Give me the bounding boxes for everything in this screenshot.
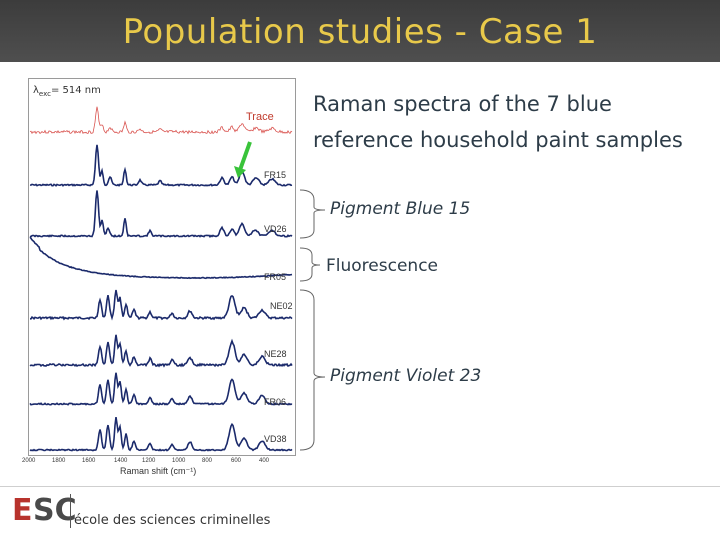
x-tick: 1600 [82,458,96,464]
spectrum-label-vd26: VD26 [264,224,287,234]
spectrum-trace [29,144,293,187]
spectrum-trace [29,372,293,406]
trace-label: Trace [246,111,274,123]
description: Raman spectra of the 7 blue reference ho… [313,86,713,158]
title-bar: Population studies - Case 1 [0,0,720,62]
group-label-fluorescence: Fluorescence [326,256,438,276]
spectrum-trace [29,106,293,135]
group-label-pigment-violet-23: Pigment Violet 23 [330,366,482,386]
logo-separator [70,494,71,528]
x-tick: 1200 [142,458,156,464]
school-name: école des sciences criminelles [74,513,271,528]
spectrum-trace [29,416,293,452]
spectrum-label-ne28: NE28 [264,349,287,359]
bracket-pigment-blue [299,189,326,239]
spectrum-label-fr05: FR05 [264,272,287,282]
x-axis-label: Raman shift (cm⁻¹) [120,466,197,476]
green-arrow-icon [234,141,252,178]
x-tick: 400 [259,458,270,464]
spectrum-trace [30,289,293,321]
spectrum-label-fr06: FR06 [264,397,287,407]
slide-title: Population studies - Case 1 [122,12,598,52]
spectrum-trace [29,334,293,368]
spectrum-trace [29,190,293,238]
bracket-fluorescence [299,247,321,282]
spectrum-label-vd38: VD38 [264,434,287,444]
spectrum-label-fr15: FR15 [264,170,287,180]
x-tick: 600 [231,458,242,464]
excitation-wavelength-label: λexc= 514 nm [33,85,101,98]
footer-divider [0,486,720,487]
x-tick: 1800 [52,458,66,464]
description-line-2: reference household paint samples [313,128,683,152]
description-line-1: Raman spectra of the 7 blue [313,92,612,116]
x-tick: 2000 [22,458,36,464]
spectrum-trace [29,236,293,280]
group-label-pigment-blue-15: Pigment Blue 15 [330,199,471,219]
bracket-pigment-violet [299,289,326,451]
spectrum-label-ne02: NE02 [270,301,293,311]
logo: E [12,493,33,528]
x-tick: 1000 [172,458,186,464]
x-tick: 800 [202,458,213,464]
logo-sc: SC [33,493,77,528]
x-tick: 1400 [114,458,128,464]
